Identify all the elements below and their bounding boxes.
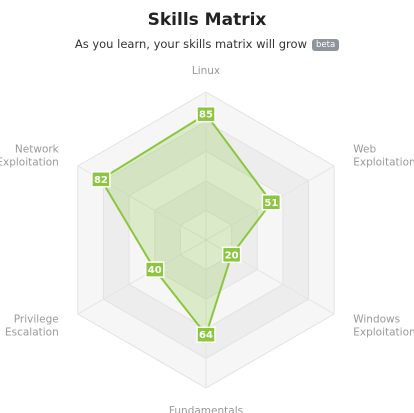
radar-series: 85 51 20 64 40 82 — [91, 105, 282, 343]
value-marker: 20 — [221, 246, 242, 264]
value-marker-box — [91, 171, 111, 188]
axis-label: Privilege Escalation — [5, 314, 59, 339]
axis-label: Fundamentals — [169, 405, 243, 413]
axis-label: Windows Exploitation — [353, 314, 414, 339]
value-label: 20 — [225, 250, 239, 261]
value-marker: 85 — [196, 105, 216, 123]
value-marker: 40 — [144, 261, 165, 278]
axis-label: Web Exploitation — [353, 144, 414, 169]
value-label: 51 — [264, 198, 278, 209]
beta-badge: beta — [311, 39, 340, 51]
value-marker-box — [221, 246, 242, 264]
value-marker: 82 — [91, 171, 111, 188]
chart-subtitle-row: As you learn, your skills matrix will gr… — [0, 37, 414, 51]
value-marker-box — [196, 326, 216, 343]
value-marker: 64 — [196, 326, 216, 343]
chart-title: Skills Matrix — [147, 10, 267, 30]
radar-axis-labels: Linux Web Exploitation Windows Exploitation F… — [0, 65, 414, 413]
chart-subtitle: As you learn, your skills matrix will gr… — [74, 37, 307, 51]
axis-label: Linux — [192, 65, 220, 77]
value-marker-box — [144, 261, 165, 278]
value-label: 40 — [148, 265, 162, 276]
value-label: 82 — [94, 175, 108, 186]
value-label: 64 — [199, 330, 213, 341]
value-marker-box — [261, 194, 282, 211]
value-marker: 51 — [261, 194, 282, 211]
axis-label: Network Exploitation — [0, 144, 60, 169]
value-marker-box — [196, 105, 216, 123]
axis-spoke — [77, 239, 207, 315]
value-label: 85 — [199, 110, 213, 121]
